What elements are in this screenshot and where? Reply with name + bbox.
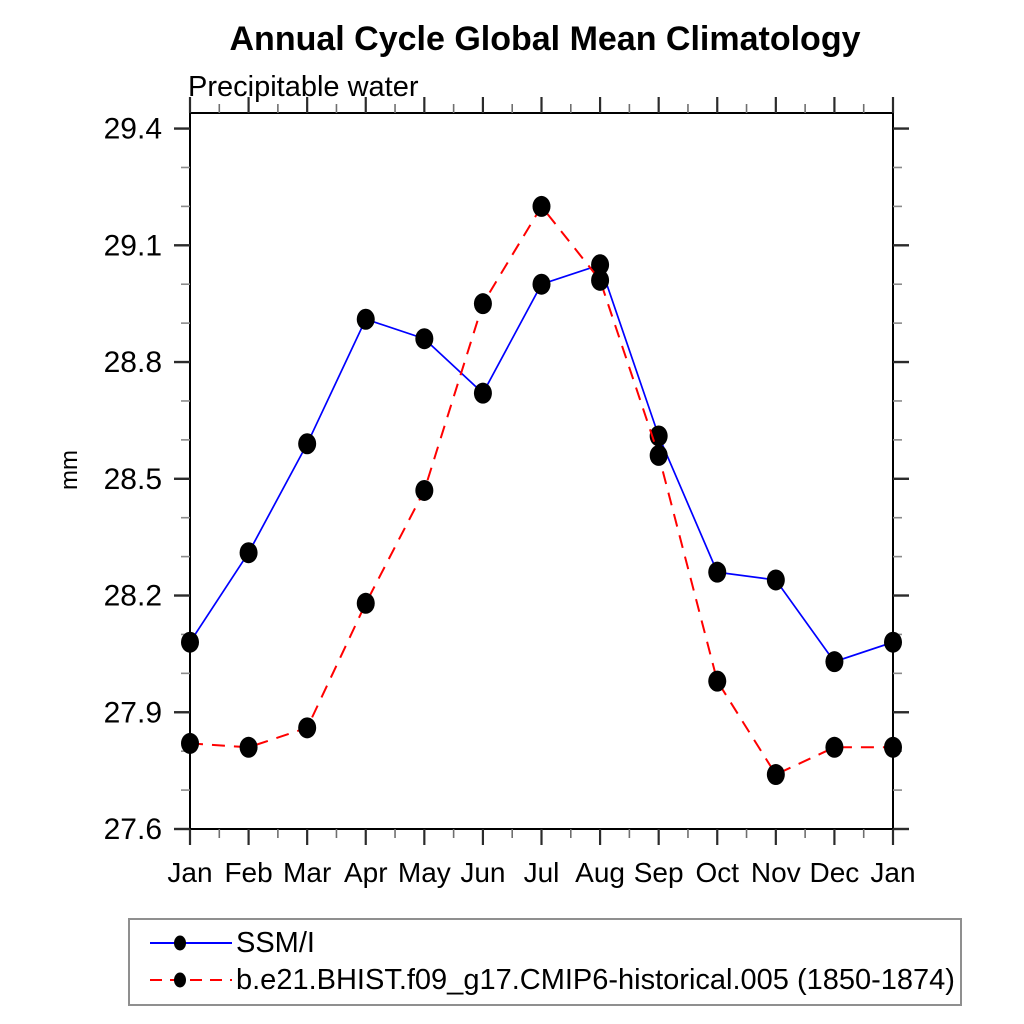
legend-label: SSM/I: [236, 927, 315, 959]
x-tick-label: Aug: [575, 857, 625, 888]
model-data-point: [825, 736, 844, 758]
ssmi-data-point: [239, 542, 258, 564]
plot-frame: [189, 112, 894, 830]
x-tick-label: Feb: [224, 857, 272, 888]
ssmi-data-point: [884, 631, 902, 653]
model-data-point: [649, 444, 668, 466]
x-tick-label: Oct: [695, 857, 739, 888]
y-tick-label: 27.6: [104, 813, 162, 846]
ssmi-data-point: [181, 631, 199, 653]
legend-line-sample-solid: [150, 935, 232, 951]
model-data-point: [532, 195, 551, 217]
legend-label: b.e21.BHIST.f09_g17.CMIP6-historical.005…: [236, 964, 955, 996]
x-tick-label: May: [398, 857, 451, 888]
y-tick-label: 27.9: [104, 696, 162, 729]
model-data-point: [356, 592, 375, 614]
x-tick-label: Jun: [460, 857, 505, 888]
model-data-point: [766, 764, 785, 786]
legend-item-model: b.e21.BHIST.f09_g17.CMIP6-historical.005…: [150, 965, 955, 995]
ssmi-data-point: [298, 433, 317, 455]
y-tick-label: 28.8: [104, 346, 162, 379]
x-tick-label: Dec: [810, 857, 860, 888]
x-tick-label: Jul: [524, 857, 560, 888]
y-tick-label: 29.1: [104, 229, 162, 262]
ssmi-data-point: [473, 382, 492, 404]
chart-subtitle: Precipitable water: [188, 71, 419, 103]
model-data-point: [473, 293, 492, 315]
model-data-point: [181, 732, 199, 754]
model-data-point: [591, 269, 610, 291]
legend-marker-1: [174, 972, 186, 988]
ssmi-data-point: [825, 651, 844, 673]
model-data-point: [415, 479, 434, 501]
x-tick-label: Nov: [751, 857, 801, 888]
y-tick-label: 28.5: [104, 463, 162, 496]
model-data-point: [708, 670, 727, 692]
ssmi-data-point: [415, 328, 434, 350]
x-tick-label: Jan: [870, 857, 915, 888]
ssmi-data-point: [356, 308, 375, 330]
ssmi-data-point: [708, 561, 727, 583]
legend-item-ssmi: SSM/I: [150, 928, 315, 958]
x-tick-label: Apr: [344, 857, 388, 888]
ssmi-data-point: [591, 254, 610, 276]
legend-marker-0: [174, 935, 186, 951]
model-data-point: [298, 717, 317, 739]
ssmi-data-point: [766, 569, 785, 591]
model-data-point: [239, 736, 258, 758]
x-tick-label: Sep: [634, 857, 684, 888]
y-tick-label: 28.2: [104, 580, 162, 613]
legend-line-sample-dashed: [150, 972, 232, 988]
model-data-point: [884, 736, 902, 758]
chart-title: Annual Cycle Global Mean Climatology: [229, 20, 861, 58]
ssmi-data-point: [532, 273, 551, 295]
x-tick-label: Jan: [167, 857, 212, 888]
legend-box: SSM/I b.e21.BHIST.f09_g17.CMIP6-historic…: [128, 918, 962, 1006]
x-tick-label: Mar: [283, 857, 331, 888]
y-tick-label: 29.4: [104, 113, 162, 146]
ssmi-series-line: [189, 263, 894, 663]
